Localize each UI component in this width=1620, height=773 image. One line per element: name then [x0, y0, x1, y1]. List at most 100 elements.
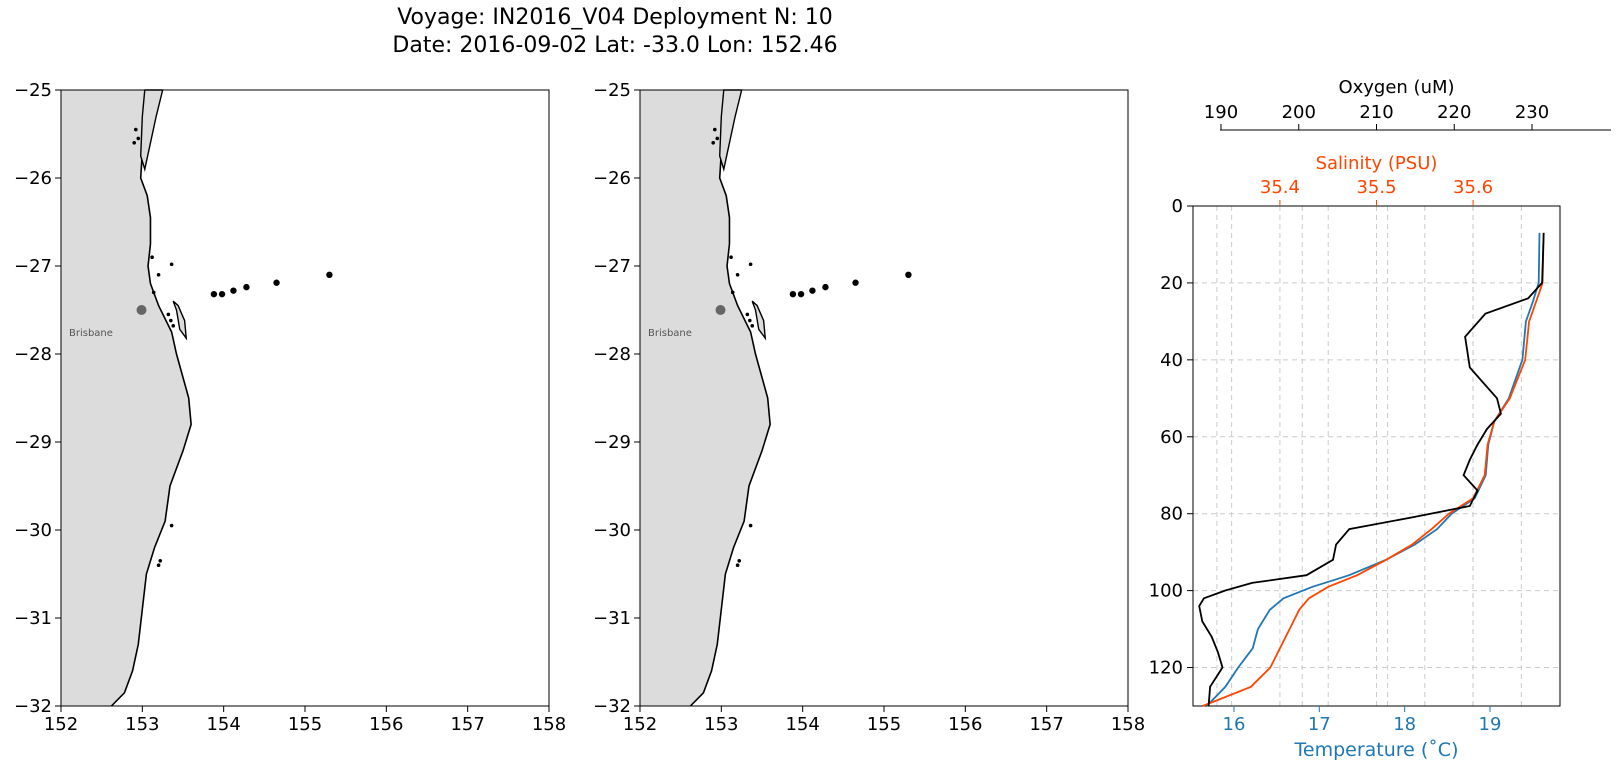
- island-outline: [140, 89, 164, 172]
- x-tick-label: 153: [704, 714, 738, 735]
- oxygen-series-line: [1198, 232, 1545, 707]
- coast-detail: [748, 318, 752, 323]
- coast-detail: [750, 324, 755, 328]
- title-line-2: Date: 2016-09-02 Lat: -33.0 Lon: 152.46: [392, 33, 838, 58]
- coast-detail: [735, 273, 740, 277]
- coast-detail: [729, 255, 733, 259]
- y-tick-label: −32: [593, 696, 631, 717]
- x-tick-label: 154: [785, 714, 819, 735]
- land-area: [640, 90, 771, 706]
- oxygen-tick-label: 210: [1359, 102, 1393, 123]
- salinity-tick-label: 35.6: [1453, 177, 1493, 198]
- y-tick-label: −28: [14, 344, 52, 365]
- y-tick-label: −27: [14, 256, 52, 277]
- oxygen-tick-label: 230: [1515, 102, 1549, 123]
- salinity-tick-label: 35.5: [1356, 177, 1396, 198]
- y-tick-label: −30: [14, 520, 52, 541]
- station-point: [273, 279, 280, 286]
- coast-detail: [136, 136, 141, 141]
- x-tick-label: 158: [1111, 714, 1145, 735]
- y-tick-label: −30: [593, 520, 631, 541]
- coast-detail: [748, 523, 753, 528]
- coast-detail: [158, 559, 163, 563]
- x-tick-label: 153: [125, 714, 159, 735]
- coastline: [689, 89, 771, 707]
- profile-panel: 0 20 40 60 80 100 120 16 17 18 19 Temperature (˚C) 3…: [1149, 77, 1611, 761]
- coast-detail: [730, 290, 735, 295]
- coast-detail: [745, 312, 750, 317]
- island-outline: [719, 89, 743, 172]
- y-tick-label: −32: [14, 696, 52, 717]
- station-point: [218, 290, 226, 298]
- salinity-axis-label: Salinity (PSU): [1316, 153, 1438, 174]
- station-point: [809, 287, 816, 294]
- y-tick-label: −25: [14, 80, 52, 101]
- coast-detail: [711, 141, 715, 145]
- coast-detail: [169, 262, 174, 267]
- depth-tick-label: 100: [1149, 581, 1183, 602]
- x-tick-label: 155: [867, 714, 901, 735]
- station-point: [789, 290, 797, 298]
- temperature-tick-label: 17: [1308, 714, 1331, 735]
- station-point: [797, 290, 805, 298]
- x-tick-label: 156: [369, 714, 403, 735]
- coast-detail: [134, 127, 138, 132]
- island-outline: [751, 300, 767, 341]
- y-tick-label: −26: [14, 168, 52, 189]
- city-marker: [715, 305, 726, 315]
- map-left-panel: 152 153 154 155 156 157 158 −25 −26 −27 −28 −29 −30 −…: [14, 80, 566, 735]
- x-tick-label: 154: [206, 714, 240, 735]
- temperature-axis-label: Temperature (˚C): [1294, 739, 1459, 761]
- x-tick-label: 156: [948, 714, 982, 735]
- figure-title: Voyage: IN2016_V04 Deployment N: 10 Date…: [300, 4, 930, 60]
- city-label: Brisbane: [648, 328, 692, 339]
- coast-detail: [169, 523, 174, 528]
- coast-detail: [715, 136, 720, 141]
- coast-detail: [156, 273, 161, 277]
- depth-tick-label: 0: [1172, 196, 1183, 217]
- y-tick-label: −31: [14, 608, 52, 629]
- x-tick-label: 152: [44, 714, 78, 735]
- station-point: [243, 283, 250, 291]
- x-tick-label: 155: [288, 714, 322, 735]
- coast-detail: [132, 141, 136, 145]
- coastline: [110, 89, 192, 707]
- coast-detail: [151, 290, 156, 295]
- x-tick-label: 152: [623, 714, 657, 735]
- y-tick-label: −29: [14, 432, 52, 453]
- coast-detail: [735, 563, 740, 567]
- coast-detail: [713, 127, 717, 132]
- station-point: [210, 290, 218, 298]
- station-point: [852, 279, 859, 286]
- y-tick-label: −25: [593, 80, 631, 101]
- land-area: [61, 90, 192, 706]
- y-tick-label: −27: [593, 256, 631, 277]
- y-tick-label: −26: [593, 168, 631, 189]
- depth-tick-label: 60: [1160, 427, 1183, 448]
- coast-detail: [166, 312, 171, 317]
- coast-detail: [150, 255, 154, 259]
- coast-detail: [748, 262, 753, 267]
- oxygen-tick-label: 220: [1437, 102, 1471, 123]
- station-point: [326, 271, 333, 278]
- coast-detail: [171, 324, 176, 328]
- y-tick-label: −28: [593, 344, 631, 365]
- depth-tick-label: 40: [1160, 350, 1183, 371]
- y-tick-label: −31: [593, 608, 631, 629]
- station-point: [905, 271, 912, 278]
- temperature-tick-label: 18: [1393, 714, 1416, 735]
- city-label: Brisbane: [69, 328, 113, 339]
- depth-tick-label: 20: [1160, 273, 1183, 294]
- map-right-panel: 152 153 154 155 156 157 158 −25 −26 −27 −28 −29 −30 −…: [593, 80, 1145, 735]
- coast-detail: [737, 559, 742, 563]
- x-tick-label: 158: [532, 714, 566, 735]
- oxygen-axis-label: Oxygen (uM): [1338, 77, 1454, 98]
- salinity-tick-label: 35.4: [1260, 177, 1300, 198]
- coast-detail: [156, 563, 161, 567]
- oxygen-tick-label: 190: [1204, 102, 1238, 123]
- title-line-1: Voyage: IN2016_V04 Deployment N: 10: [397, 5, 833, 30]
- y-tick-label: −29: [593, 432, 631, 453]
- temperature-series-line: [1206, 232, 1541, 707]
- city-marker: [136, 305, 147, 315]
